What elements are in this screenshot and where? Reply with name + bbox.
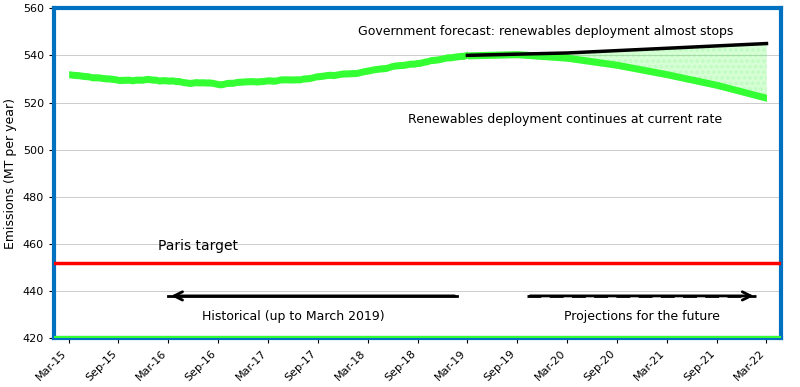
Text: Renewables deployment continues at current rate: Renewables deployment continues at curre…	[407, 113, 722, 125]
Y-axis label: Emissions (MT per year): Emissions (MT per year)	[4, 98, 17, 249]
Text: Projections for the future: Projections for the future	[564, 310, 720, 323]
Text: Historical (up to March 2019): Historical (up to March 2019)	[202, 310, 384, 323]
Text: Paris target: Paris target	[158, 240, 238, 253]
Text: Government forecast: renewables deployment almost stops: Government forecast: renewables deployme…	[358, 25, 733, 38]
